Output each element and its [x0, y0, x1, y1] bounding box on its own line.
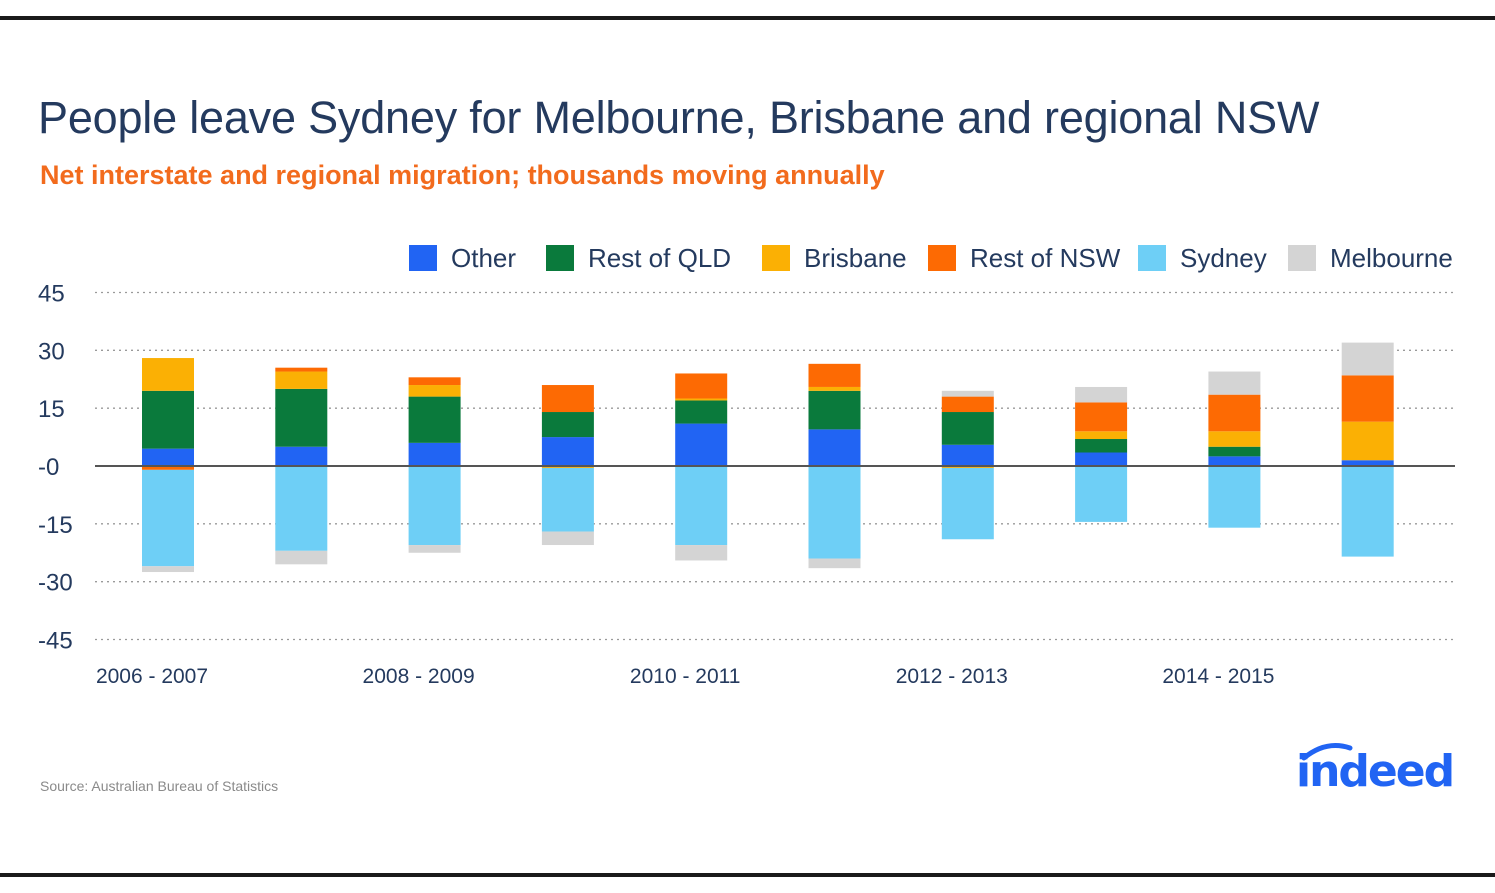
- bar-other: [675, 423, 728, 466]
- bar-melbourne: [1075, 386, 1128, 403]
- bar-sydney: [675, 466, 728, 546]
- bar-rest-of-qld: [1208, 446, 1261, 457]
- legend-swatch: [762, 245, 790, 271]
- source-note: Source: Australian Bureau of Statistics: [40, 778, 279, 794]
- legend-label: Melbourne: [1330, 243, 1453, 273]
- x-tick-label: 2014 - 2015: [1162, 665, 1274, 688]
- bar-rest-of-qld: [541, 412, 594, 438]
- indeed-logo: indeed: [1278, 742, 1458, 802]
- bar-melbourne: [541, 531, 594, 546]
- bar-sydney: [1075, 466, 1128, 522]
- bar-rest-of-nsw: [1208, 394, 1261, 432]
- bar-rest-of-nsw: [142, 466, 194, 470]
- bar-brisbane: [1341, 421, 1394, 461]
- y-tick-label: -45: [38, 628, 73, 655]
- bar-melbourne: [142, 566, 194, 573]
- chart-title: People leave Sydney for Melbourne, Brisb…: [38, 92, 1320, 143]
- bar-rest-of-nsw: [408, 377, 461, 386]
- x-tick-label: 2012 - 2013: [896, 665, 1008, 688]
- bar-melbourne: [275, 550, 328, 565]
- bar-rest-of-nsw: [941, 396, 994, 413]
- legend-label: Brisbane: [804, 243, 907, 273]
- legend-swatch: [409, 245, 437, 271]
- bar-other: [275, 446, 328, 466]
- legend-swatch: [1288, 245, 1316, 271]
- bar-rest-of-nsw: [275, 367, 328, 372]
- bar-brisbane: [1208, 431, 1261, 447]
- bar-rest-of-qld: [275, 388, 328, 447]
- bar-melbourne: [941, 390, 994, 397]
- bar-rest-of-qld: [675, 400, 728, 424]
- legend-item: Brisbane: [762, 243, 907, 273]
- bottom-rule: [0, 873, 1495, 877]
- legend-label: Sydney: [1180, 243, 1267, 273]
- chart-subtitle: Net interstate and regional migration; t…: [40, 160, 885, 190]
- x-tick-label: 2008 - 2009: [363, 665, 475, 688]
- bar-brisbane: [408, 385, 461, 397]
- legend-swatch: [928, 245, 956, 271]
- legend-swatch: [546, 245, 574, 271]
- bar-melbourne: [675, 545, 728, 561]
- bar-sydney: [1341, 466, 1394, 557]
- bar-rest-of-nsw: [1341, 375, 1394, 422]
- y-tick-label: -0: [38, 454, 59, 481]
- bar-melbourne: [408, 545, 461, 553]
- bar-rest-of-nsw: [808, 363, 861, 387]
- bar-rest-of-qld: [1075, 439, 1128, 453]
- bar-melbourne: [1208, 371, 1261, 395]
- bar-melbourne: [808, 558, 861, 569]
- bar-sydney: [408, 466, 461, 546]
- bar-other: [1075, 452, 1128, 466]
- bar-rest-of-qld: [408, 396, 461, 443]
- bar-sydney: [275, 466, 328, 551]
- bar-brisbane: [1075, 431, 1128, 440]
- bar-brisbane: [675, 398, 728, 401]
- bar-other: [408, 442, 461, 466]
- y-tick-label: -15: [38, 512, 73, 539]
- x-tick-label: 2006 - 2007: [96, 665, 208, 688]
- logo-arc-icon: [1301, 743, 1353, 761]
- bar-brisbane: [142, 358, 194, 391]
- bar-rest-of-qld: [808, 390, 861, 430]
- bar-rest-of-qld: [941, 412, 994, 445]
- logo-wordmark: indeed: [1296, 746, 1455, 797]
- y-tick-label: -30: [38, 570, 73, 597]
- legend-label: Other: [451, 243, 516, 273]
- legend-item: Rest of NSW: [928, 243, 1121, 273]
- bar-brisbane: [808, 386, 861, 391]
- bar-sydney: [541, 467, 594, 532]
- legend-item: Rest of QLD: [546, 243, 731, 273]
- legend-label: Rest of NSW: [970, 243, 1121, 273]
- legend-item: Melbourne: [1288, 243, 1453, 273]
- bar-melbourne: [1341, 342, 1394, 376]
- bar-brisbane: [275, 371, 328, 389]
- bar-rest-of-nsw: [1075, 402, 1128, 432]
- bar-other: [1208, 456, 1261, 466]
- bar-sydney: [808, 466, 861, 559]
- bar-other: [1341, 460, 1394, 466]
- y-tick-label: 45: [38, 281, 65, 308]
- bar-rest-of-qld: [142, 390, 194, 449]
- bar-other: [941, 444, 994, 466]
- bar-rest-of-nsw: [541, 385, 594, 413]
- bar-other: [142, 448, 194, 466]
- legend-swatch: [1138, 245, 1166, 271]
- bar-sydney: [142, 469, 194, 567]
- y-tick-label: 15: [38, 396, 65, 423]
- bar-sydney: [941, 467, 994, 540]
- bar-other: [541, 437, 594, 466]
- bar-rest-of-nsw: [675, 373, 728, 399]
- legend-item: Sydney: [1138, 243, 1267, 273]
- legend-label: Rest of QLD: [588, 243, 731, 273]
- bar-sydney: [1208, 466, 1261, 528]
- y-tick-label: 30: [38, 338, 65, 365]
- bar-other: [808, 429, 861, 466]
- x-tick-label: 2010 - 2011: [630, 665, 741, 688]
- top-rule: [0, 16, 1495, 20]
- legend-item: Other: [409, 243, 516, 273]
